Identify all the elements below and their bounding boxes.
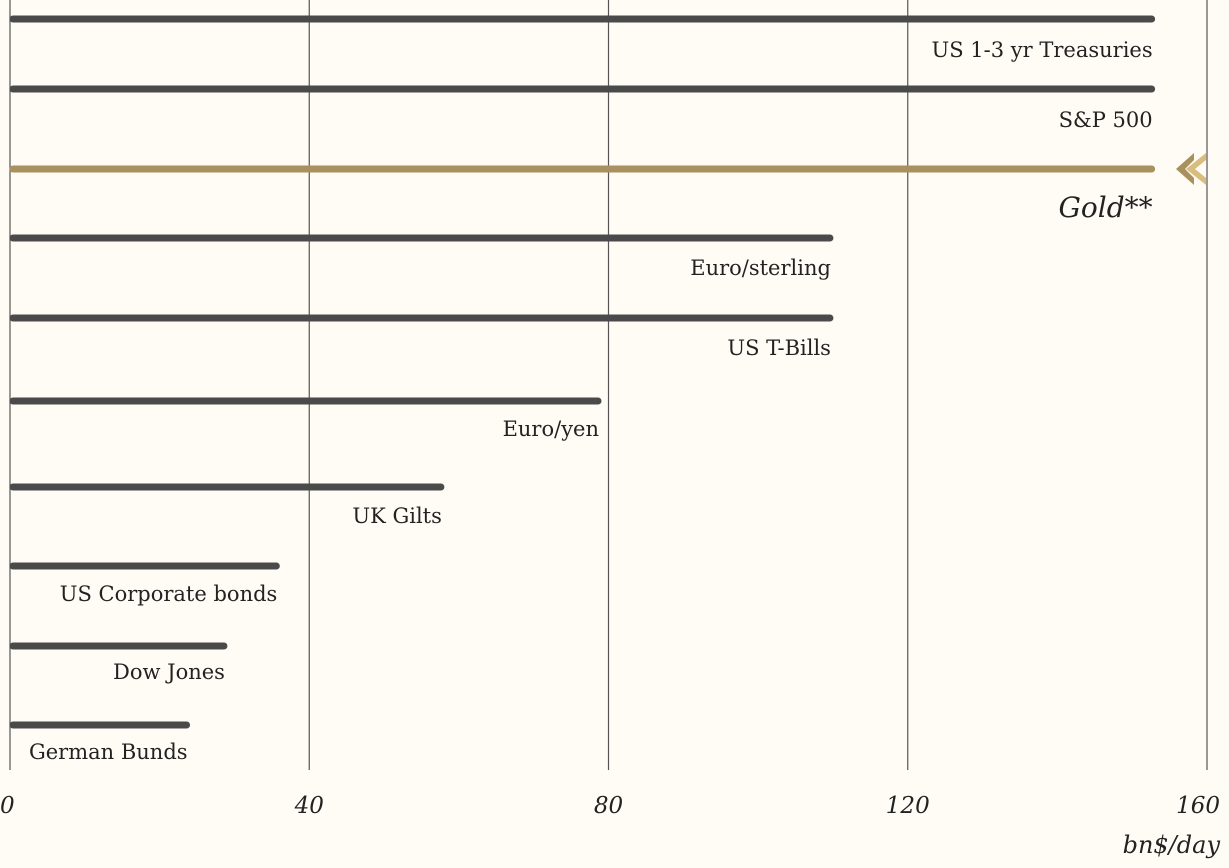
x-axis-unit-label: bn$/day <box>1123 831 1221 859</box>
bar-label-euro-sterling: Euro/sterling <box>690 256 831 280</box>
bar-label-german-bunds: German Bunds <box>29 740 188 764</box>
x-tick-label-40: 40 <box>294 793 324 819</box>
bar-label-euro-yen: Euro/yen <box>503 417 599 441</box>
chevron-inner <box>1176 153 1194 185</box>
chevron-outer <box>1186 153 1206 185</box>
bars <box>9 15 1156 729</box>
bar-label-uk-gilts: UK Gilts <box>352 504 442 528</box>
bar-label-us-corporate-bonds: US Corporate bonds <box>60 582 278 606</box>
x-tick-label-80: 80 <box>594 793 623 819</box>
bar-label-gold: Gold** <box>1059 191 1153 224</box>
bar-label-s-p-500: S&P 500 <box>1059 108 1153 132</box>
bar-label-us-1-3-yr-treasuries: US 1-3 yr Treasuries <box>932 38 1153 62</box>
bar-label-dow-jones: Dow Jones <box>113 660 225 684</box>
x-tick-label-120: 120 <box>886 793 930 819</box>
x-tick-label-160: 160 <box>1176 793 1220 819</box>
bar-label-us-t-bills: US T-Bills <box>727 336 831 360</box>
highlight-arrow-icon <box>1176 153 1206 185</box>
bar-labels: US 1-3 yr Treasuries S&P 500 Gold** Euro/st… <box>29 38 1153 764</box>
x-tick-label-0: 0 <box>0 793 15 819</box>
x-axis-ticks: 0 40 80 120 160 <box>0 793 1220 819</box>
gridlines <box>9 0 1208 770</box>
